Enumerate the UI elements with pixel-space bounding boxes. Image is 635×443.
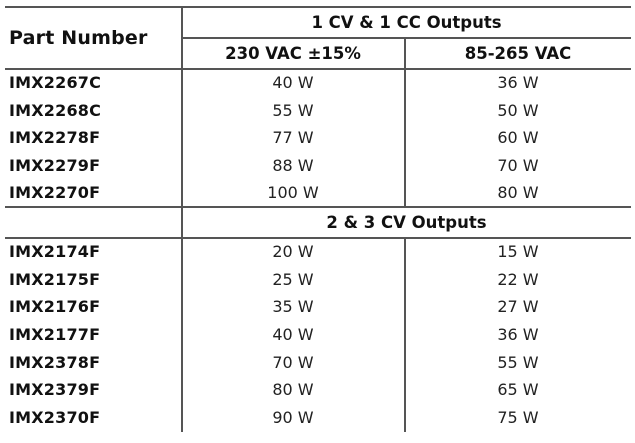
output-85-265vac-cell: 80 W: [497, 183, 539, 203]
output-85-265vac-cell: 22 W: [497, 269, 539, 289]
output-230vac-cell: 40 W: [272, 325, 314, 345]
output-230vac-cell: 40 W: [272, 73, 314, 93]
part-number-cell: IMX2378F: [9, 352, 101, 372]
part-number-cell: IMX2267C: [9, 73, 102, 93]
part-number-cell: IMX2175F: [9, 269, 101, 289]
table-top-border: [5, 6, 631, 8]
column-divider-part: [181, 6, 183, 432]
output-230vac-cell: 77 W: [272, 128, 314, 148]
part-number-cell: IMX2379F: [9, 380, 101, 400]
part-number-header: Part Number: [9, 27, 148, 49]
output-85-265vac-cell: 27 W: [497, 297, 539, 317]
output-230vac-cell: 80 W: [272, 380, 314, 400]
output-85-265vac-cell: 60 W: [497, 128, 539, 148]
part-number-cell: IMX2174F: [9, 242, 101, 262]
output-230vac-cell: 25 W: [272, 269, 314, 289]
part-number-cell: IMX2278F: [9, 128, 101, 148]
column-divider-voltage: [404, 37, 406, 207]
output-230vac-cell: 55 W: [272, 100, 314, 120]
part-number-cell: IMX2268C: [9, 100, 102, 120]
output-230vac-cell: 100 W: [267, 183, 319, 203]
output-85-265vac-cell: 70 W: [497, 155, 539, 175]
col-header-85-265vac: 85-265 VAC: [464, 44, 572, 63]
part-number-cell: IMX2270F: [9, 183, 101, 203]
output-85-265vac-cell: 36 W: [497, 325, 539, 345]
part-number-cell: IMX2176F: [9, 297, 101, 317]
output-85-265vac-cell: 50 W: [497, 100, 539, 120]
output-230vac-cell: 35 W: [272, 297, 314, 317]
column-divider-voltage-2: [404, 237, 406, 432]
output-230vac-cell: 88 W: [272, 155, 314, 175]
part-number-cell: IMX2279F: [9, 155, 101, 175]
section-header-bottom-border: [5, 237, 631, 239]
output-85-265vac-cell: 15 W: [497, 242, 539, 262]
output-85-265vac-cell: 55 W: [497, 352, 539, 372]
output-230vac-cell: 20 W: [272, 242, 314, 262]
group2-header: 2 & 3 CV Outputs: [326, 213, 487, 232]
part-number-cell: IMX2370F: [9, 407, 101, 427]
output-85-265vac-cell: 65 W: [497, 380, 539, 400]
output-85-265vac-cell: 75 W: [497, 407, 539, 427]
output-230vac-cell: 90 W: [272, 407, 314, 427]
part-number-cell: IMX2177F: [9, 325, 101, 345]
header-divider: [181, 37, 631, 39]
group1-header: 1 CV & 1 CC Outputs: [311, 13, 502, 32]
output-85-265vac-cell: 36 W: [497, 73, 539, 93]
header-bottom-border: [5, 68, 631, 70]
section-divider: [5, 206, 631, 208]
output-230vac-cell: 70 W: [272, 352, 314, 372]
col-header-230vac: 230 VAC ±15%: [225, 44, 361, 63]
